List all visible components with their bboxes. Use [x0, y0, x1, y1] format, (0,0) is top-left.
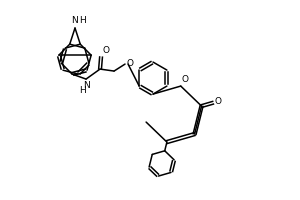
Text: H: H [79, 16, 86, 25]
Text: O: O [214, 97, 221, 106]
Text: H: H [79, 86, 86, 95]
Text: N: N [72, 16, 78, 25]
Text: O: O [102, 46, 109, 55]
Text: O: O [182, 75, 189, 84]
Text: O: O [126, 59, 133, 68]
Text: N: N [83, 81, 89, 90]
